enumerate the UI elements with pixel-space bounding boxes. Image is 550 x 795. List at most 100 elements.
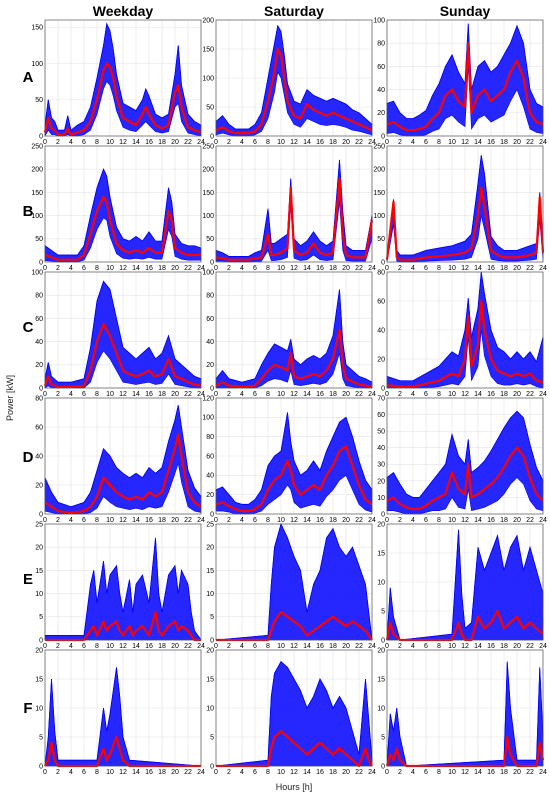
x-tick-label: 0 [43,517,47,524]
y-tick-label: 15 [206,568,214,575]
y-tick-label: 20 [377,356,385,363]
x-tick-label: 2 [56,517,60,524]
y-tick-label: 20 [35,362,43,369]
x-tick-label: 20 [171,769,179,776]
row-label-f: F [23,700,32,717]
y-tick-label: 40 [377,445,385,452]
x-tick-label: 0 [385,643,389,650]
x-tick-label: 14 [474,643,482,650]
x-tick-label: 24 [368,643,376,650]
x-tick-label: 4 [411,517,415,524]
x-tick-label: 10 [106,391,114,398]
x-tick-label: 24 [368,517,376,524]
x-tick-label: 6 [253,391,257,398]
x-tick-label: 4 [240,643,244,650]
x-tick-label: 12 [461,769,469,776]
y-tick-label: 0 [39,133,43,140]
y-tick-label: 20 [377,521,385,528]
x-tick-label: 20 [342,769,350,776]
x-tick-label: 18 [329,265,337,272]
x-tick-label: 0 [385,769,389,776]
x-tick-label: 2 [398,643,402,650]
y-tick-label: 40 [206,473,214,480]
panel-frame [386,145,544,263]
y-tick-label: 0 [39,763,43,770]
x-tick-label: 6 [253,769,257,776]
x-tick-label: 18 [329,643,337,650]
x-tick-label: 22 [184,391,192,398]
x-tick-label: 12 [119,517,127,524]
x-tick-label: 2 [227,265,231,272]
x-tick-label: 4 [411,391,415,398]
x-tick-label: 6 [424,517,428,524]
x-tick-label: 0 [214,265,218,272]
y-tick-label: 250 [373,143,385,150]
x-tick-label: 4 [69,265,73,272]
x-tick-label: 14 [132,139,140,146]
max-line [44,280,202,383]
x-tick-label: 22 [526,139,534,146]
x-tick-label: 16 [145,769,153,776]
mean-line [44,195,201,261]
max-line [386,155,544,256]
panel-frame [386,19,544,137]
x-tick-label: 0 [214,517,218,524]
x-tick-label: 18 [158,643,166,650]
y-tick-label: 5 [381,608,385,615]
panel-frame [386,523,544,641]
x-tick-label: 16 [316,643,324,650]
y-tick-label: 20 [206,362,214,369]
x-tick-label: 12 [461,517,469,524]
y-tick-label: 0 [39,511,43,518]
x-tick-label: 18 [158,769,166,776]
y-tick-label: 0 [210,385,214,392]
x-tick-label: 10 [106,643,114,650]
x-tick-label: 0 [43,643,47,650]
y-tick-label: 250 [31,143,43,150]
x-tick-label: 0 [43,769,47,776]
x-axis-label: Hours [h] [276,782,313,792]
x-tick-label: 20 [342,517,350,524]
x-tick-label: 18 [158,265,166,272]
x-tick-label: 10 [277,391,285,398]
x-tick-label: 10 [448,139,456,146]
x-tick-label: 14 [303,517,311,524]
x-tick-label: 2 [227,391,231,398]
x-tick-label: 14 [474,391,482,398]
y-tick-label: 10 [206,591,214,598]
x-tick-label: 20 [513,265,521,272]
x-tick-label: 8 [95,517,99,524]
x-tick-label: 16 [316,769,324,776]
x-tick-label: 10 [448,643,456,650]
x-tick-label: 8 [437,265,441,272]
y-tick-label: 40 [377,87,385,94]
x-tick-label: 6 [82,139,86,146]
y-tick-label: 120 [202,395,214,402]
y-tick-label: 20 [35,647,43,654]
y-tick-label: 15 [377,676,385,683]
x-tick-label: 2 [398,769,402,776]
x-tick-label: 10 [106,517,114,524]
x-tick-label: 2 [56,139,60,146]
y-tick-label: 100 [373,213,385,220]
y-tick-label: 25 [206,521,214,528]
panel-frame [386,649,544,767]
mean-line [216,730,373,768]
x-tick-label: 12 [290,517,298,524]
y-tick-label: 150 [202,190,214,197]
y-tick-label: 0 [381,385,385,392]
mean-line [216,611,373,642]
x-tick-label: 4 [240,517,244,524]
x-tick-label: 16 [487,769,495,776]
panel-frame [386,271,544,389]
max-line [215,522,373,641]
column-title-saturday: Saturday [264,3,324,19]
max-line [215,24,373,130]
